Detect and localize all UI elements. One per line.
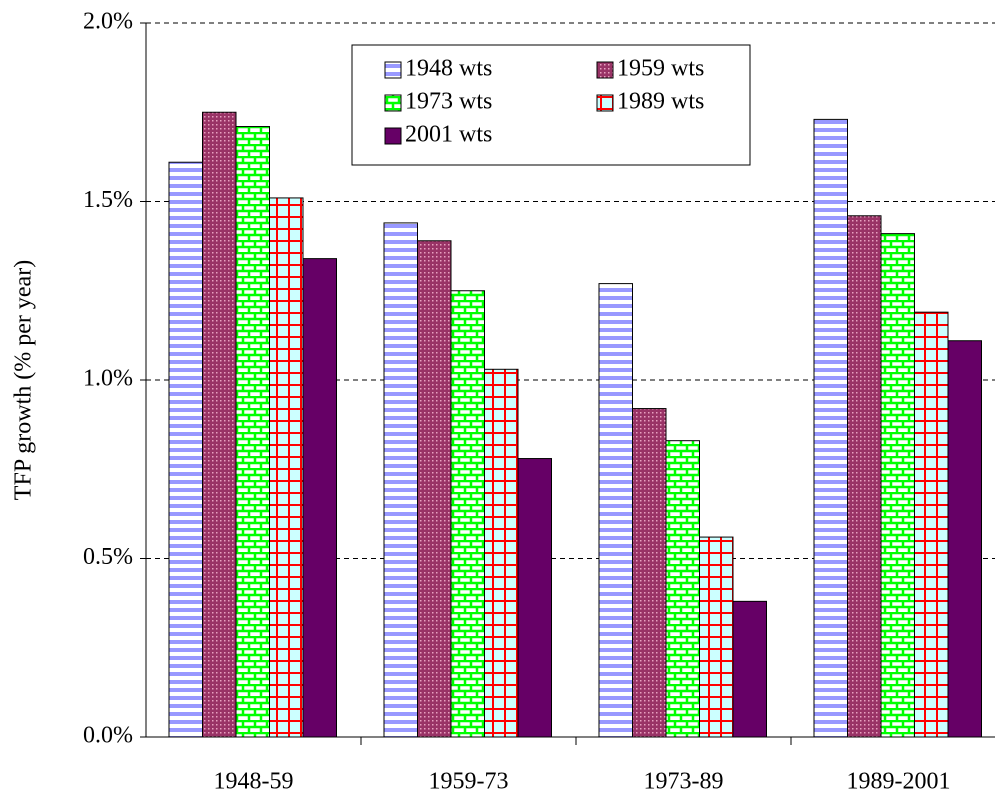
- bar: [450, 290, 485, 738]
- bar: [665, 440, 700, 738]
- bar: [632, 408, 667, 738]
- legend-swatch: [384, 61, 402, 79]
- bar: [947, 340, 982, 738]
- y-axis-label: TFP growth (% per year): [11, 260, 37, 500]
- legend-label: 1989 wts: [617, 89, 704, 115]
- y-tick-label: 2.0%: [83, 9, 133, 35]
- legend-label: 1948 wts: [405, 56, 492, 82]
- legend-box: [351, 44, 751, 166]
- bar: [383, 222, 418, 738]
- bar: [699, 536, 734, 738]
- bar: [168, 161, 203, 738]
- bar: [914, 311, 949, 738]
- legend-swatch: [384, 127, 402, 145]
- legend-label: 1973 wts: [405, 89, 492, 115]
- x-tick-label: 1948-59: [214, 769, 294, 795]
- bar: [302, 258, 337, 738]
- bar: [517, 458, 552, 738]
- bar: [484, 368, 519, 738]
- x-tick-label: 1973-89: [644, 769, 724, 795]
- bar: [598, 283, 633, 738]
- legend-swatch: [596, 61, 614, 79]
- x-tick-label: 1959-73: [429, 769, 509, 795]
- y-tick-label: 1.5%: [83, 187, 133, 213]
- legend-swatch: [596, 94, 614, 112]
- bar: [202, 111, 237, 738]
- bar: [417, 240, 452, 738]
- legend-swatch: [384, 94, 402, 112]
- bar: [880, 233, 915, 738]
- bar: [813, 118, 848, 738]
- y-tick-label: 1.0%: [83, 366, 133, 392]
- bar: [269, 197, 304, 738]
- bar: [847, 215, 882, 738]
- legend-label: 1959 wts: [617, 56, 704, 82]
- y-tick-label: 0.0%: [83, 723, 133, 749]
- legend-label: 2001 wts: [405, 122, 492, 148]
- bar: [235, 126, 270, 738]
- bar: [732, 600, 767, 738]
- x-tick-label: 1989-2001: [847, 769, 951, 795]
- y-tick-label: 0.5%: [83, 544, 133, 570]
